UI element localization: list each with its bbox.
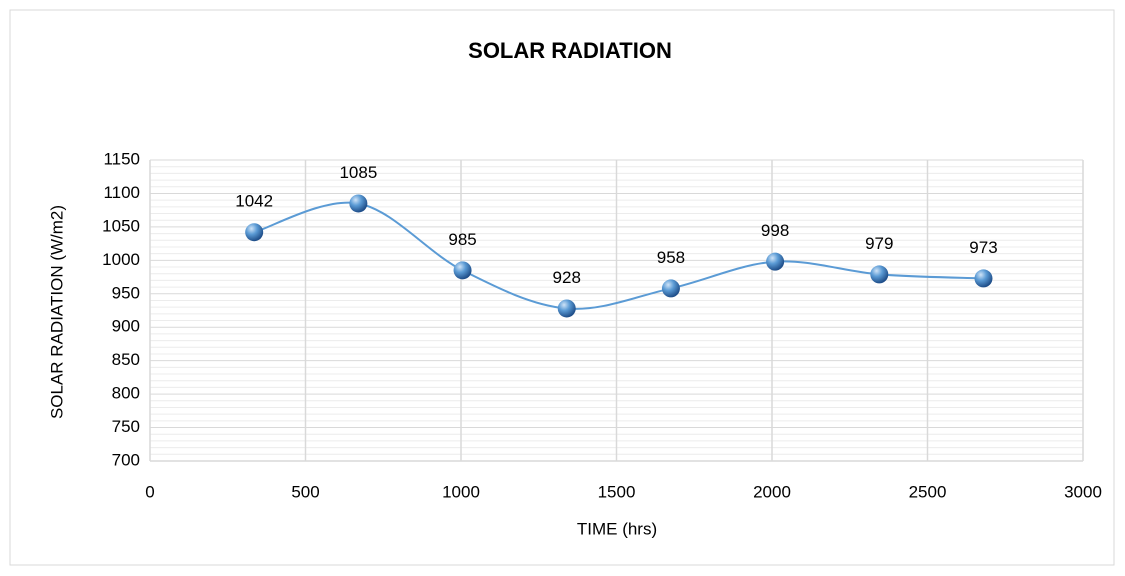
y-tick-label: 750 (112, 417, 140, 436)
data-label: 985 (448, 230, 476, 249)
x-tick-label: 500 (291, 482, 319, 501)
y-axis-label: SOLAR RADIATION (W/m2) (47, 205, 66, 419)
y-tick-label: 1000 (102, 250, 140, 269)
y-tick-label: 700 (112, 450, 140, 469)
x-tick-label: 2500 (909, 482, 947, 501)
y-tick-label: 1050 (102, 216, 140, 235)
point (557, 299, 576, 318)
data-label: 998 (761, 221, 789, 240)
data-label: 958 (657, 248, 685, 267)
data-label: 973 (969, 238, 997, 257)
line (253, 201, 984, 310)
x-tick-label: 1500 (598, 482, 636, 501)
point (870, 265, 889, 284)
point (245, 223, 264, 242)
point (766, 252, 785, 271)
x-tick-label: 3000 (1064, 482, 1102, 501)
y-tick-label: 800 (112, 384, 140, 403)
data-label: 1042 (235, 192, 273, 211)
x-axis-label: TIME (hrs) (577, 519, 657, 538)
x-tick-label: 0 (145, 482, 154, 501)
point (661, 279, 680, 298)
point (974, 269, 993, 288)
y-tick-label: 850 (112, 350, 140, 369)
x-tick-label: 1000 (442, 482, 480, 501)
data-label: 979 (865, 234, 893, 253)
y-tick-label: 1100 (103, 183, 140, 202)
point (453, 261, 472, 280)
point (349, 194, 368, 213)
y-tick-label: 900 (112, 317, 140, 336)
data-label: 1085 (339, 163, 377, 182)
data-label: 928 (553, 268, 581, 287)
y-tick-label: 1150 (103, 149, 140, 168)
x-tick-label: 2000 (753, 482, 791, 501)
y-tick-label: 950 (112, 283, 140, 302)
chart-title: SOLAR RADIATION (468, 38, 672, 63)
